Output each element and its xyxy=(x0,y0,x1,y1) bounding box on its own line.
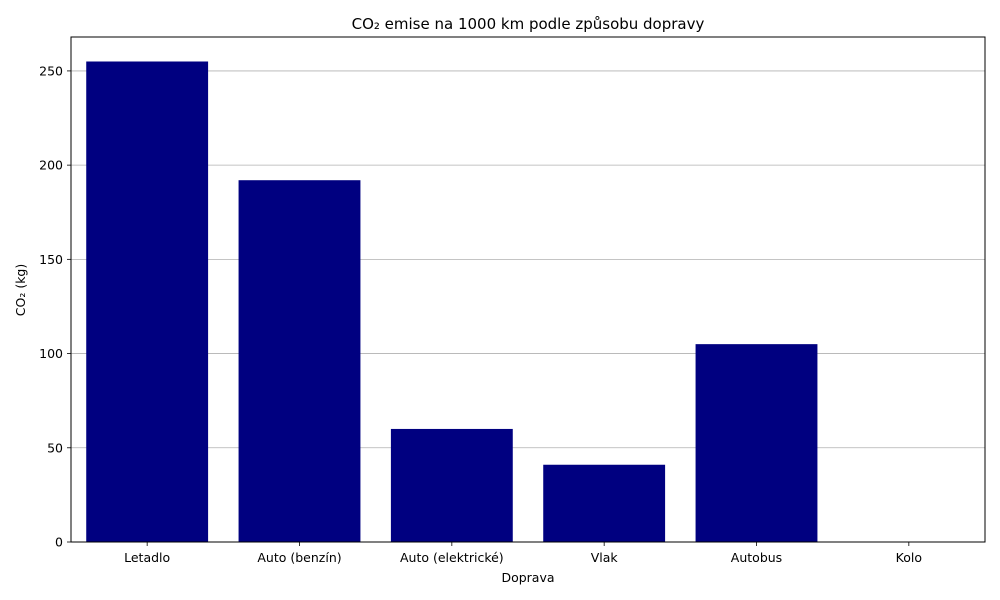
y-tick-label: 50 xyxy=(47,440,63,455)
x-axis-label: Doprava xyxy=(501,570,554,585)
y-axis: 0 50 100 150 200 250 xyxy=(39,63,71,550)
y-tick-label: 200 xyxy=(39,158,63,173)
bar-3 xyxy=(390,428,513,542)
bar-4 xyxy=(543,464,666,542)
y-tick-label: 0 xyxy=(55,535,63,550)
x-tick-label: Auto (elektrické) xyxy=(400,550,504,565)
x-tick-label: Vlak xyxy=(591,550,619,565)
x-tick-label: Autobus xyxy=(731,550,782,565)
bars xyxy=(86,61,818,542)
chart-title: CO₂ emise na 1000 km podle způsobu dopra… xyxy=(352,15,705,33)
grid-lines xyxy=(71,70,985,449)
bar-2 xyxy=(238,180,361,542)
plot-frame xyxy=(70,36,986,543)
x-tick-label: Auto (benzín) xyxy=(257,550,341,565)
bar-5 xyxy=(695,344,818,542)
y-axis-label: CO₂ (kg) xyxy=(13,264,28,316)
y-tick-label: 250 xyxy=(39,63,63,78)
y-tick-label: 150 xyxy=(39,252,63,267)
x-tick-label: Kolo xyxy=(896,550,922,565)
y-tick-label: 100 xyxy=(39,346,63,361)
x-tick-label: Letadlo xyxy=(124,550,170,565)
x-axis: Letadlo Auto (benzín) Auto (elektrické) Vla… xyxy=(124,542,922,565)
bar-1 xyxy=(86,61,209,542)
